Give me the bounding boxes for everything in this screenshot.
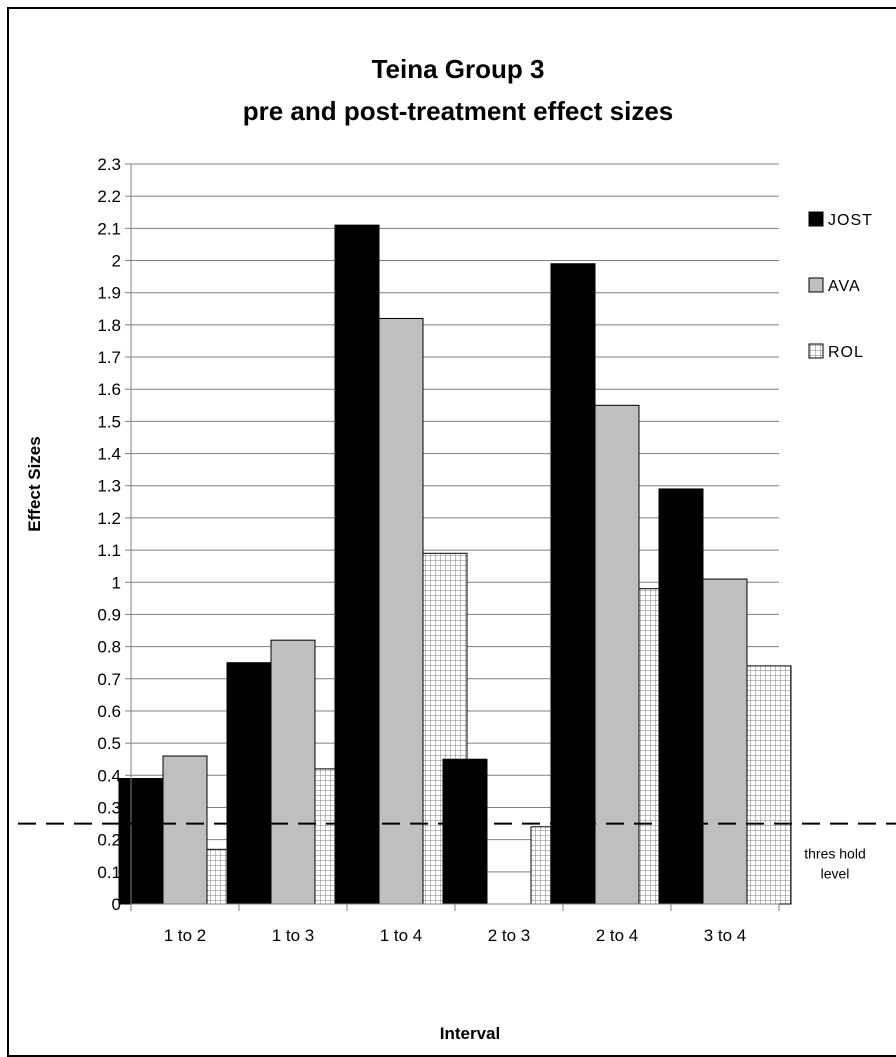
x-tick-label: 1 to 3 — [272, 926, 315, 945]
legend: JOST AVA ROL — [808, 211, 873, 361]
y-tick-label: 0.7 — [97, 670, 121, 689]
y-tick-label: 1.8 — [97, 316, 121, 335]
threshold-label-line-2: level — [821, 866, 850, 882]
y-tick-label: 0.6 — [97, 702, 121, 721]
bars — [118, 224, 792, 905]
y-tick-label: 0.1 — [97, 863, 121, 882]
x-tick-label: 3 to 4 — [704, 926, 747, 945]
y-tick-label: 0.2 — [97, 831, 121, 850]
bar-ava — [378, 317, 424, 905]
y-tick-label: 1.2 — [97, 509, 121, 528]
x-axis-ticks: 1 to 2 1 to 3 1 to 4 2 to 3 2 to 4 3 to 4 — [130, 904, 780, 945]
y-tick-label: 2 — [112, 252, 121, 271]
chart-title-line-1: Teina Group 3 — [372, 54, 545, 84]
bar-jost — [550, 263, 596, 905]
bar-ava — [162, 755, 208, 905]
threshold-label-line-1: thres hold — [804, 846, 865, 862]
bar-ava — [702, 578, 748, 905]
legend-label-ava: AVA — [828, 278, 861, 295]
x-tick-label: 1 to 2 — [164, 926, 207, 945]
y-axis-label: Effect Sizes — [25, 436, 44, 531]
y-tick-label: 2.1 — [97, 219, 121, 238]
y-tick-label: 1.3 — [97, 477, 121, 496]
bar-jost — [226, 662, 272, 905]
x-tick-label: 2 to 3 — [488, 926, 531, 945]
y-tick-label: 1.7 — [97, 348, 121, 367]
y-tick-label: 2.2 — [97, 187, 121, 206]
bar-ava — [270, 639, 316, 905]
y-tick-label: 0.5 — [97, 734, 121, 753]
y-tick-label: 1 — [112, 573, 121, 592]
y-tick-label: 1.1 — [97, 541, 121, 560]
y-tick-label: 0.8 — [97, 638, 121, 657]
bar-jost — [334, 224, 380, 905]
y-tick-label: 1.6 — [97, 380, 121, 399]
y-tick-label: 1.5 — [97, 412, 121, 431]
y-axis-ticks: 0 0.1 0.2 0.3 0.4 0.5 0.6 0.7 0.8 0.9 1 1.1 1.2 1.3 1.… — [97, 155, 131, 914]
y-tick-label: 1.9 — [97, 284, 121, 303]
legend-swatch-rol — [808, 343, 824, 359]
legend-swatch-ava — [808, 277, 824, 293]
y-tick-label: 0 — [112, 895, 121, 914]
bar-jost — [658, 488, 704, 905]
bar-jost — [118, 778, 164, 905]
bar-ava — [594, 404, 640, 905]
y-tick-label: 0.4 — [97, 766, 121, 785]
legend-swatch-jost — [808, 211, 824, 227]
x-tick-label: 2 to 4 — [596, 926, 639, 945]
bar-jost — [442, 758, 488, 905]
bar-rol — [746, 665, 792, 905]
chart-title-line-2: pre and post-treatment effect sizes — [243, 96, 674, 126]
y-tick-label: 2.3 — [97, 155, 121, 174]
y-tick-label: 0.3 — [97, 798, 121, 817]
legend-label-rol: ROL — [828, 344, 864, 361]
y-tick-label: 0.9 — [97, 605, 121, 624]
x-axis-label: Interval — [440, 1024, 500, 1043]
y-tick-label: 1.4 — [97, 445, 121, 464]
legend-label-jost: JOST — [828, 212, 873, 229]
x-tick-label: 1 to 4 — [380, 926, 423, 945]
